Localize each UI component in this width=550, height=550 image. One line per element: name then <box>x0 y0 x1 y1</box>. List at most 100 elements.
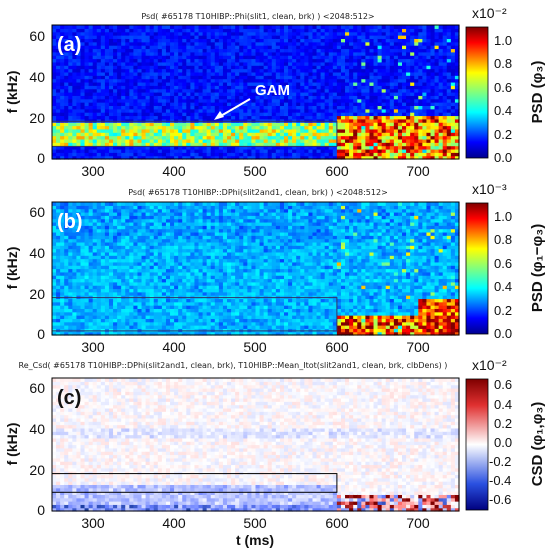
heatmap-cell <box>76 328 82 333</box>
heatmap-cell <box>222 95 228 100</box>
heatmap-cell <box>60 75 65 80</box>
heatmap-cell <box>125 205 130 210</box>
heatmap-cell <box>80 142 86 147</box>
heatmap-cell <box>377 81 383 86</box>
heatmap-cell <box>267 132 273 137</box>
heatmap-cell <box>296 61 301 66</box>
heatmap-cell <box>446 51 452 56</box>
heatmap-cell <box>328 118 334 123</box>
heatmap-cell <box>438 88 444 93</box>
heatmap-cell <box>300 145 305 150</box>
heatmap-cell <box>165 71 171 76</box>
heatmap-cell <box>385 41 391 46</box>
heatmap-cell <box>206 35 212 39</box>
heatmap-cell <box>235 108 240 113</box>
heatmap-cell <box>365 65 371 70</box>
heatmap-cell <box>239 51 244 56</box>
heatmap-cell <box>275 71 281 76</box>
heatmap-cell <box>129 65 134 70</box>
heatmap-cell <box>88 208 94 213</box>
heatmap-cell <box>402 145 407 150</box>
heatmap-cell <box>210 112 216 117</box>
heatmap-cell <box>194 105 200 110</box>
heatmap-cell <box>340 118 346 123</box>
heatmap-cell <box>218 38 224 43</box>
heatmap-cell <box>214 61 220 66</box>
heatmap-cell <box>92 315 98 319</box>
heatmap-cell <box>149 315 155 319</box>
heatmap-cell <box>137 218 143 223</box>
heatmap-cell <box>186 31 191 36</box>
heatmap-cell <box>402 85 407 90</box>
heatmap-cell <box>76 231 82 236</box>
heatmap-cell <box>68 291 73 296</box>
heatmap-cell <box>129 75 134 80</box>
heatmap-cell <box>251 115 257 120</box>
heatmap-cell <box>393 148 399 153</box>
heatmap-cell <box>231 112 236 117</box>
heatmap-cell <box>267 122 273 127</box>
heatmap-cell <box>96 152 102 157</box>
heatmap-cell <box>92 271 98 276</box>
heatmap-cell <box>108 231 114 236</box>
heatmap-cell <box>438 112 444 117</box>
heatmap-cell <box>145 205 151 210</box>
panel-a-xtick: 500 <box>243 163 267 179</box>
heatmap-cell <box>239 31 244 36</box>
heatmap-cell <box>397 105 403 110</box>
heatmap-cell <box>328 115 334 120</box>
heatmap-cell <box>129 28 134 33</box>
heatmap-cell <box>222 48 228 53</box>
heatmap-cell <box>52 48 57 53</box>
heatmap-cell <box>259 108 265 113</box>
heatmap-cell <box>80 298 86 303</box>
heatmap-cell <box>320 71 326 76</box>
heatmap-cell <box>247 118 253 123</box>
heatmap-cell <box>80 331 86 336</box>
heatmap-cell <box>56 68 61 73</box>
heatmap-cell <box>64 78 69 83</box>
heatmap-cell <box>304 51 310 56</box>
heatmap-cell <box>153 155 159 160</box>
heatmap-cell <box>312 28 318 33</box>
heatmap-cell <box>88 152 94 157</box>
heatmap-cell <box>442 128 448 133</box>
heatmap-cell <box>133 238 139 243</box>
heatmap-cell <box>345 102 350 106</box>
heatmap-cell <box>454 68 460 73</box>
heatmap-cell <box>72 55 78 60</box>
heatmap-cell <box>117 238 122 243</box>
heatmap-cell <box>64 95 69 100</box>
heatmap-cell <box>153 152 159 157</box>
heatmap-cell <box>84 202 90 206</box>
heatmap-cell <box>267 61 273 66</box>
heatmap-cell <box>190 35 196 39</box>
heatmap-cell <box>271 138 277 143</box>
heatmap-cell <box>320 118 326 123</box>
heatmap-cell <box>113 241 118 246</box>
heatmap-cell <box>259 125 265 130</box>
heatmap-cell <box>129 325 134 329</box>
heatmap-cell <box>64 331 69 336</box>
heatmap-cell <box>308 28 314 33</box>
heatmap-cell <box>64 105 69 110</box>
heatmap-cell <box>178 142 183 147</box>
heatmap-cell <box>365 48 371 53</box>
heatmap-cell <box>235 142 240 147</box>
heatmap-cell <box>198 68 204 73</box>
heatmap-cell <box>340 31 346 36</box>
heatmap-cell <box>96 148 102 153</box>
heatmap-cell <box>312 115 318 120</box>
heatmap-cell <box>137 268 143 273</box>
heatmap-cell <box>117 65 122 70</box>
heatmap-cell <box>210 98 216 103</box>
heatmap-cell <box>283 148 289 153</box>
heatmap-cell <box>345 132 350 137</box>
heatmap-cell <box>422 65 428 70</box>
heatmap-cell <box>214 31 220 36</box>
heatmap-cell <box>76 281 82 286</box>
heatmap-cell <box>165 115 171 120</box>
heatmap-cell <box>251 125 257 130</box>
heatmap-cell <box>84 108 90 113</box>
heatmap-cell <box>56 148 61 153</box>
